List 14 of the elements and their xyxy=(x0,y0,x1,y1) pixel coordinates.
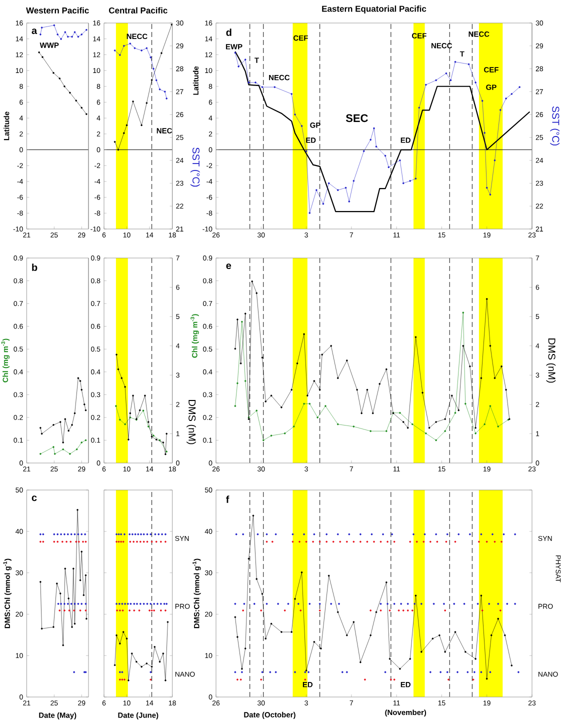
annotation: c xyxy=(32,496,37,502)
chart-title: Eastern Equatorial Pacific xyxy=(322,6,426,14)
annotation: d xyxy=(226,28,232,36)
annotation: f xyxy=(226,496,230,503)
annotation: b xyxy=(32,264,38,271)
y2-axis-title: DMS (nM) xyxy=(546,338,556,383)
annotation: a xyxy=(32,28,38,34)
y2-axis-title: SST (°C) xyxy=(190,148,200,187)
y2-axis-title: SST (°C) xyxy=(550,106,560,146)
annotation: e xyxy=(226,264,232,270)
chart-title: Central Pacific xyxy=(108,7,168,14)
annotation: SEC xyxy=(346,114,368,122)
y2-axis-title: DMS (nM) xyxy=(186,400,196,444)
chart-title: Western Pacific xyxy=(26,7,89,14)
